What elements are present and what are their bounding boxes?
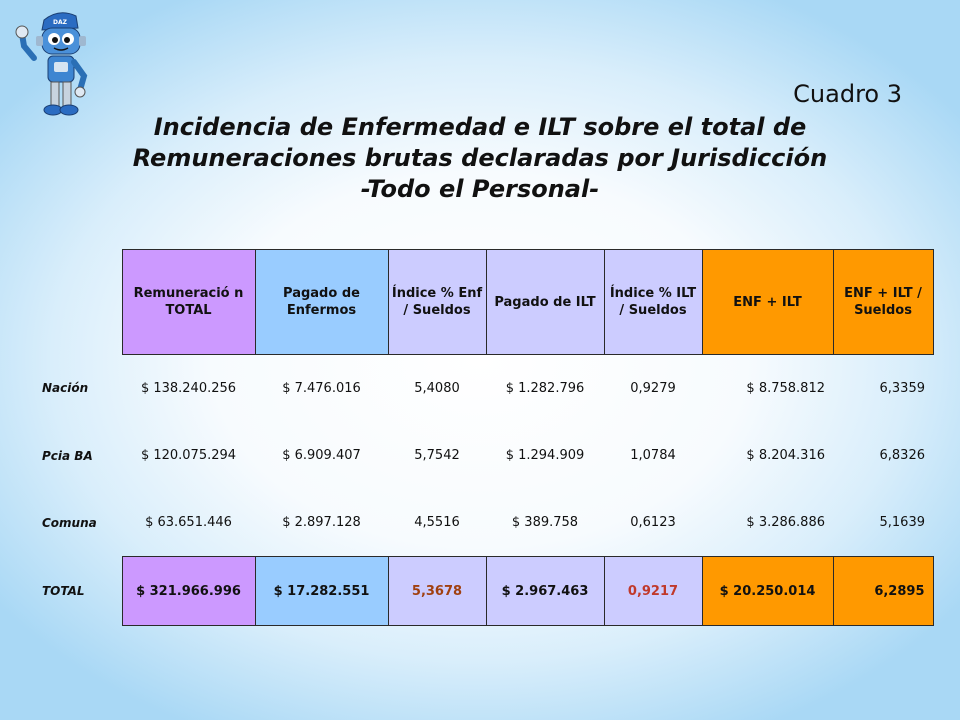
header-indice-ilt: Índice % ILT / Sueldos <box>603 249 703 355</box>
cell-remuneracion: $ 138.240.256 <box>140 381 237 396</box>
cell-pagado-enfermos: $ 2.897.128 <box>282 515 361 530</box>
title-line-3: -Todo el Personal- <box>360 175 600 203</box>
cell-pagado-enfermos: $ 7.476.016 <box>282 381 361 396</box>
table-row: Pcia BA $ 120.075.294 $ 6.909.407 5,7542… <box>38 422 933 489</box>
cell-indice-enf: 4,5516 <box>414 515 460 530</box>
total-row: TOTAL $ 321.966.996 $ 17.282.551 5,3678 … <box>38 556 934 626</box>
row-label: Nación <box>42 381 89 396</box>
cell-indice-enf: 5,7542 <box>414 448 460 463</box>
total-indice-ilt: 0,9217 <box>603 556 703 626</box>
cell-enf-ilt-sueldos: 6,3359 <box>879 381 926 396</box>
total-label: TOTAL <box>42 584 85 598</box>
cell-enf-ilt-sueldos: 5,1639 <box>879 515 926 530</box>
header-enf-ilt: ENF + ILT <box>701 249 834 355</box>
table-number: Cuadro 3 <box>793 80 902 108</box>
total-remuneracion: $ 321.966.996 <box>121 556 256 626</box>
row-label: Comuna <box>42 515 97 530</box>
total-enf-ilt: $ 20.250.014 <box>701 556 834 626</box>
cell-enf-ilt: $ 3.286.886 <box>746 515 825 530</box>
cell-enf-ilt-sueldos: 6,8326 <box>879 448 926 463</box>
cell-pagado-ilt: $ 1.282.796 <box>505 381 585 396</box>
cell-pagado-ilt: $ 1.294.909 <box>505 448 585 463</box>
cell-remuneracion: $ 63.651.446 <box>145 515 232 530</box>
header-pagado-enfermos: Pagado de Enfermos <box>254 249 389 355</box>
cell-indice-ilt: 0,6123 <box>630 515 676 530</box>
title-line-2: Remuneraciones brutas declaradas por Jur… <box>132 144 828 172</box>
page-title: Incidencia de Enfermedad e ILT sobre el … <box>40 112 920 205</box>
total-pagado-enfermos: $ 17.282.551 <box>254 556 389 626</box>
mascot-cap-text: DAZ <box>53 19 68 26</box>
row-label: Pcia BA <box>42 448 93 463</box>
header-enf-ilt-sueldos: ENF + ILT / Sueldos <box>832 249 934 355</box>
cell-indice-ilt: 0,9279 <box>630 381 676 396</box>
robot-mascot-icon: DAZ <box>15 12 88 116</box>
cell-enf-ilt: $ 8.758.812 <box>746 381 825 396</box>
jurisdiction-table: Remuneració n TOTAL Pagado de Enfermos Í… <box>38 249 934 626</box>
cell-enf-ilt: $ 8.204.316 <box>746 448 825 463</box>
header-pagado-ilt: Pagado de ILT <box>485 249 605 355</box>
header-remuneracion-total: Remuneració n TOTAL <box>121 249 256 355</box>
total-pagado-ilt: $ 2.967.463 <box>485 556 605 626</box>
cell-pagado-ilt: $ 389.758 <box>511 515 579 530</box>
header-indice-enf: Índice % Enf / Sueldos <box>387 249 487 355</box>
cell-remuneracion: $ 120.075.294 <box>140 448 237 463</box>
table-row: Nación $ 138.240.256 $ 7.476.016 5,4080 … <box>38 355 933 423</box>
cell-pagado-enfermos: $ 6.909.407 <box>282 448 361 463</box>
table-row: Comuna $ 63.651.446 $ 2.897.128 4,5516 $… <box>38 489 933 557</box>
header-blank <box>38 250 122 355</box>
title-line-1: Incidencia de Enfermedad e ILT sobre el … <box>153 113 807 141</box>
total-indice-enf: 5,3678 <box>387 556 487 626</box>
cell-indice-enf: 5,4080 <box>414 381 460 396</box>
cell-indice-ilt: 1,0784 <box>630 448 676 463</box>
total-enf-ilt-sueldos: 6,2895 <box>832 556 934 626</box>
